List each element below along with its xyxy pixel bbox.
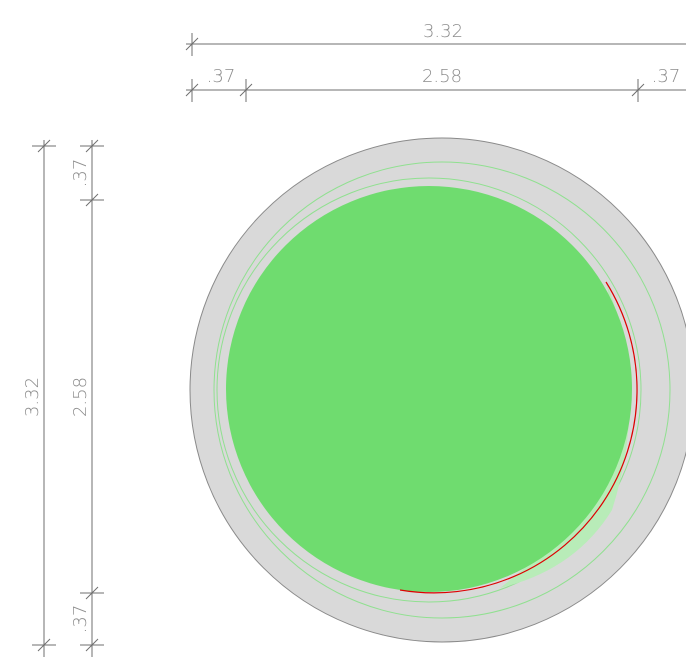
outline-circle-left (216, 177, 642, 603)
left-overall-label: 3.32 (22, 377, 43, 417)
highlight-arc (399, 281, 638, 594)
left-chain-tick-4 (85, 638, 99, 652)
left-chain-tick-1 (85, 139, 99, 153)
top-inner-label: 2.58 (422, 66, 462, 87)
top-overall-tick-left (185, 37, 199, 51)
left-overall-tick-top (37, 139, 51, 153)
core-disk (226, 186, 632, 592)
left-overall-tick-bottom (37, 638, 51, 652)
top-chain-tick-2 (239, 83, 253, 97)
left-inner-label: 2.58 (70, 377, 91, 417)
left-top-offset-label: .37 (70, 159, 91, 188)
outline-circle-right (213, 161, 671, 619)
top-chain-tick-3 (631, 83, 645, 97)
top-left-offset-label: .37 (207, 66, 236, 87)
left-chain-tick-3 (85, 586, 99, 600)
top-chain-tick-1 (185, 83, 199, 97)
top-overall-label: 3.32 (423, 21, 463, 42)
left-bottom-offset-label: .37 (70, 605, 91, 634)
top-right-offset-label: .37 (652, 66, 681, 87)
left-chain-tick-2 (85, 193, 99, 207)
